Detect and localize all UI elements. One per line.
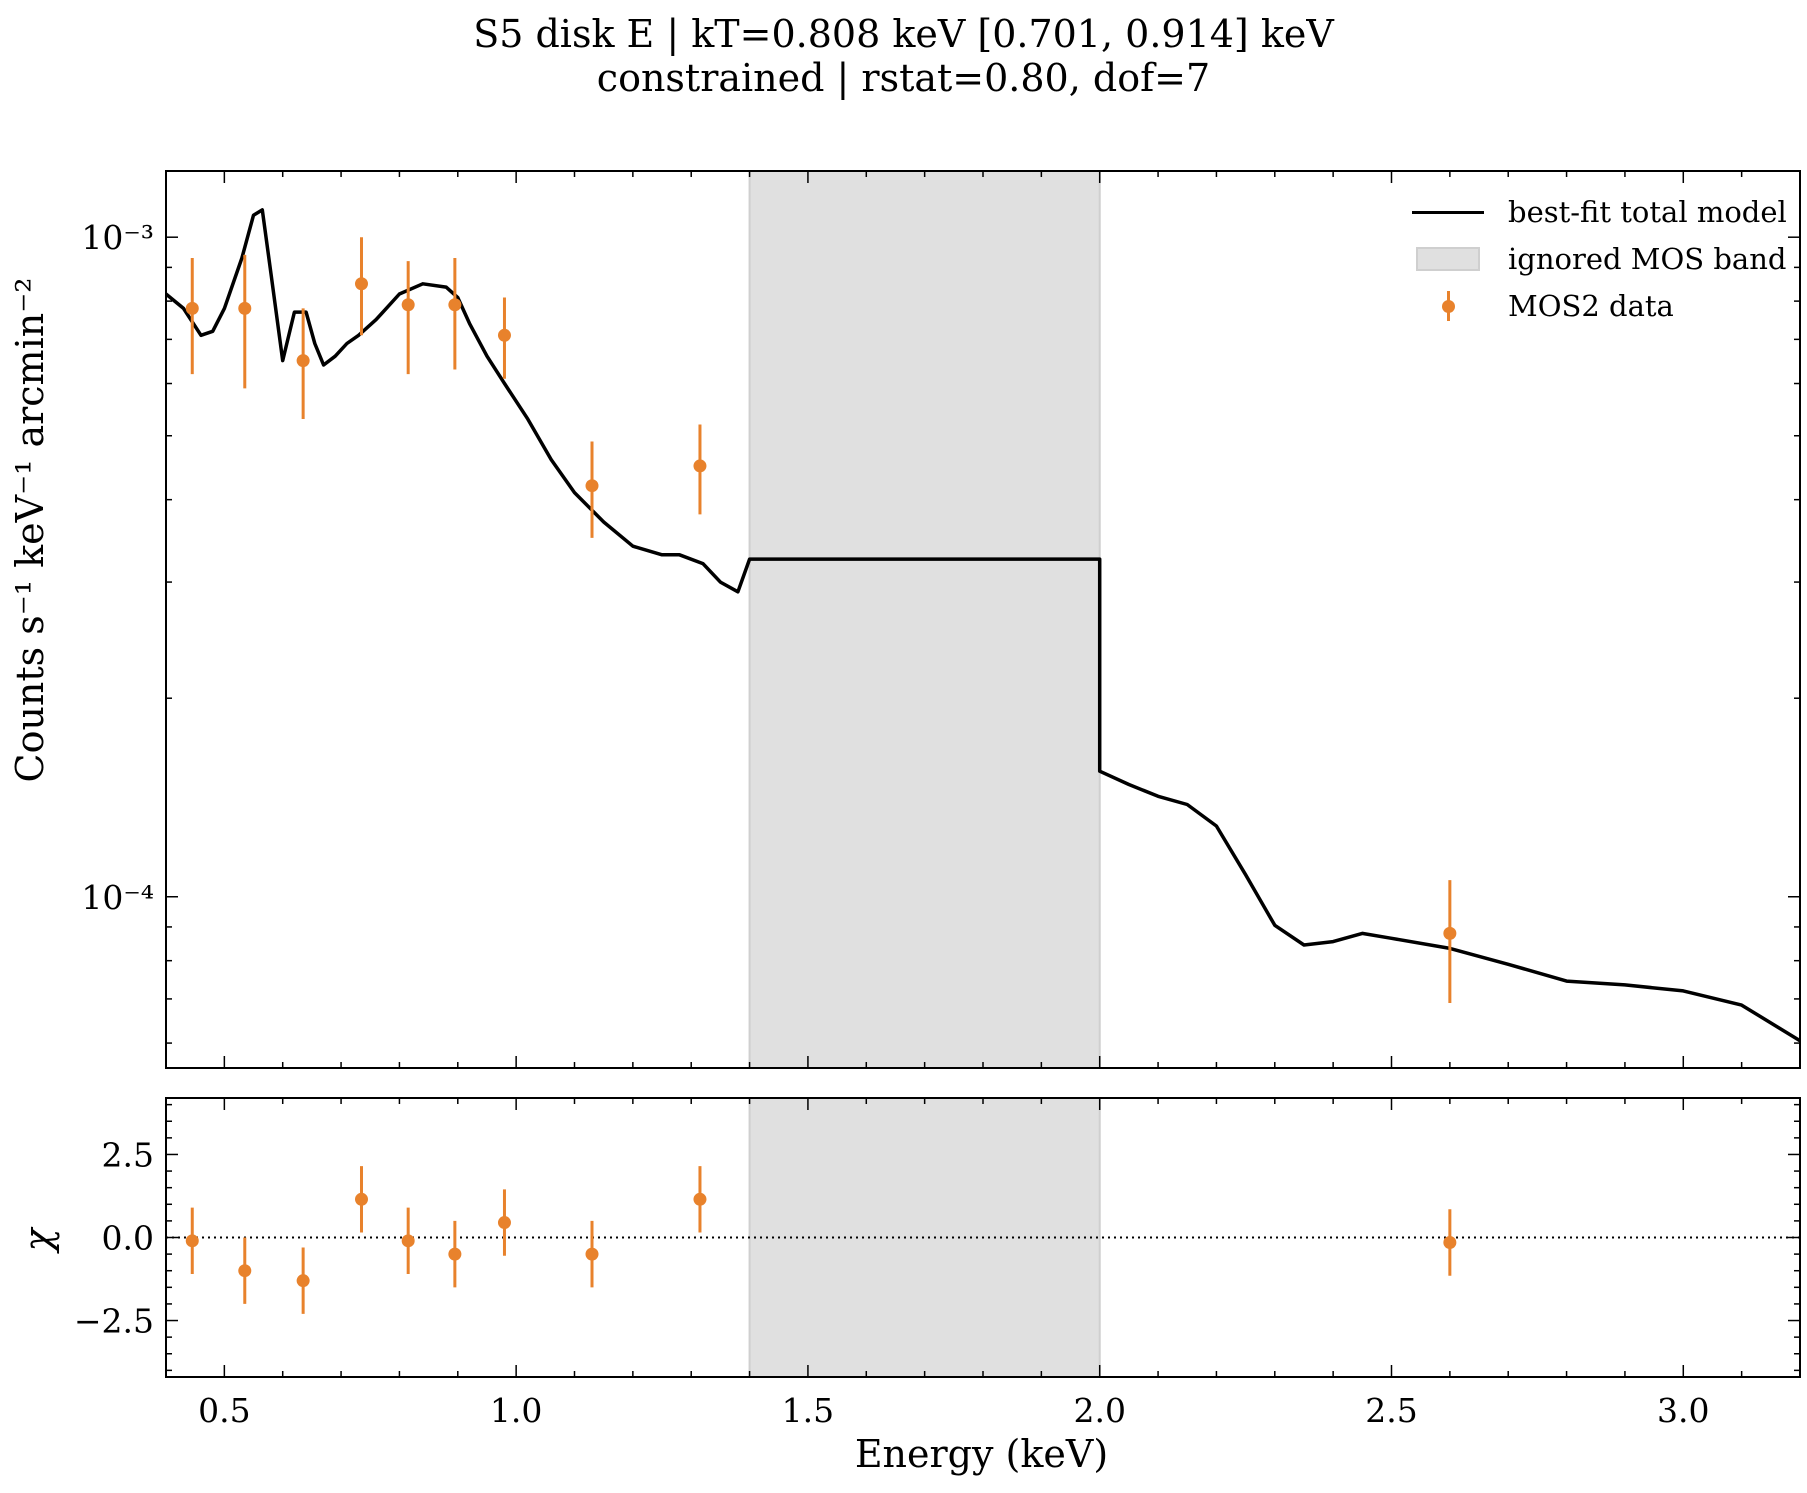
residual-point [296, 1247, 310, 1314]
y-tick-label-residuals: −2.5 [74, 1302, 154, 1341]
residual-marker [354, 1192, 368, 1206]
residual-point [238, 1237, 252, 1304]
residual-marker [693, 1192, 707, 1206]
y-tick-label-residuals: 0.0 [102, 1219, 154, 1258]
data-marker [354, 277, 368, 291]
data-marker [401, 298, 415, 312]
errorbar-swatch-icon [1412, 290, 1484, 321]
legend: best-fit total model ignored MOS band MO… [1412, 188, 1787, 329]
data-marker [1443, 926, 1457, 940]
residual-point [693, 1166, 707, 1233]
y-axis-label-spectrum: Counts s⁻¹ keV⁻¹ arcmin⁻² [8, 277, 52, 783]
x-tick-label: 1.0 [490, 1391, 542, 1430]
data-point [185, 257, 199, 375]
residual-point [585, 1220, 599, 1288]
legend-label-model: best-fit total model [1508, 194, 1787, 229]
data-point [238, 254, 252, 389]
model-curve [164, 208, 1801, 1043]
residual-frame [165, 1097, 1801, 1378]
data-point [354, 237, 368, 336]
y-tick-label-spectrum: 10⁻³ [81, 218, 154, 257]
data-marker [185, 301, 199, 315]
chart-title-line1: S5 disk E | kT=0.808 keV [0.701, 0.914] … [473, 12, 1334, 56]
x-tick-label: 0.5 [198, 1391, 250, 1430]
legend-item-data: MOS2 data [1412, 282, 1787, 329]
data-marker [296, 354, 310, 368]
data-marker [448, 298, 462, 312]
data-point [497, 297, 511, 379]
data-point [401, 261, 415, 375]
x-tick-label: 1.5 [782, 1391, 834, 1430]
data-point [448, 257, 462, 370]
legend-item-model: best-fit total model [1412, 188, 1787, 235]
patch-swatch-icon [1412, 244, 1484, 274]
residual-point [1443, 1209, 1457, 1276]
residual-marker [1443, 1235, 1457, 1249]
data-point [1443, 880, 1457, 1004]
residual-point [354, 1166, 368, 1233]
y-axis-label-residuals: χ [16, 1228, 60, 1252]
residual-marker [497, 1216, 511, 1230]
y-tick-label-residuals: 2.5 [102, 1135, 154, 1174]
data-marker [693, 459, 707, 473]
residual-marker [401, 1234, 415, 1248]
data-point [296, 308, 310, 420]
x-tick-label: 3.0 [1657, 1391, 1709, 1430]
x-tick-label: 2.5 [1365, 1391, 1417, 1430]
residual-marker [296, 1274, 310, 1288]
data-point [693, 424, 707, 515]
ignored-band-spectrum [748, 170, 1101, 1069]
residual-marker [185, 1234, 199, 1248]
line-swatch-icon [1412, 197, 1484, 227]
residual-point [448, 1220, 462, 1288]
residual-point [497, 1189, 511, 1256]
spectrum-frame [165, 170, 1801, 1069]
legend-label-band: ignored MOS band [1508, 241, 1787, 276]
data-marker [585, 479, 599, 493]
residual-marker [448, 1247, 462, 1261]
chart-title-line2: constrained | rstat=0.80, dof=7 [596, 56, 1211, 100]
residual-marker [585, 1247, 599, 1261]
data-marker [497, 328, 511, 342]
residual-point [185, 1207, 199, 1275]
ignored-band-residuals [748, 1097, 1101, 1378]
legend-item-band: ignored MOS band [1412, 235, 1787, 282]
data-point [585, 441, 599, 538]
legend-label-data: MOS2 data [1508, 288, 1674, 323]
x-tick-label: 2.0 [1073, 1391, 1125, 1430]
residual-marker [238, 1264, 252, 1278]
y-tick-label-spectrum: 10⁻⁴ [81, 878, 154, 917]
x-axis-label: Energy (keV) [854, 1432, 1109, 1476]
data-marker [238, 301, 252, 315]
residual-point [401, 1207, 415, 1275]
